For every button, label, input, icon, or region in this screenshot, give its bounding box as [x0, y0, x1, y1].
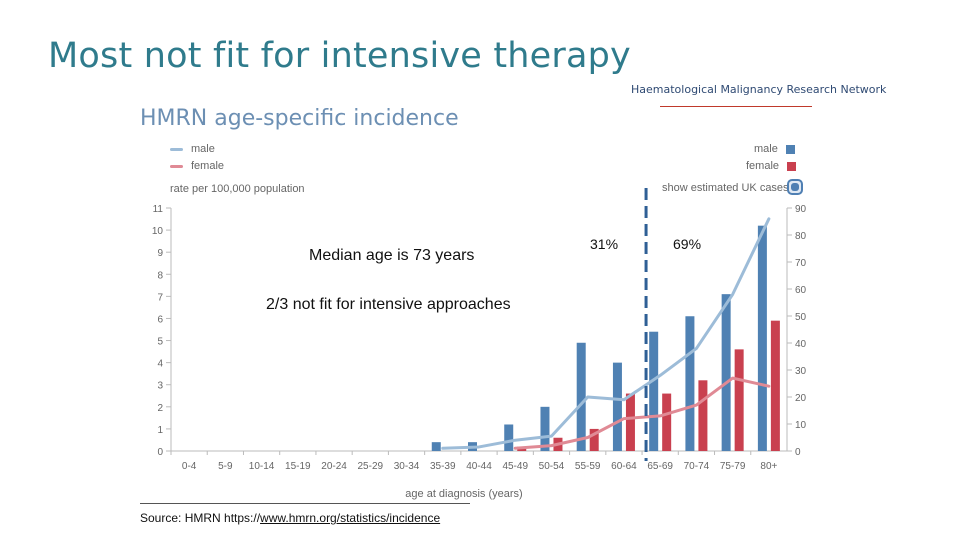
legend-line-female-swatch	[170, 164, 183, 168]
x-tick-label: 40-44	[466, 461, 492, 472]
x-tick-label: 80+	[760, 461, 777, 472]
legend-line-male-swatch	[170, 147, 183, 151]
bar-female-cases	[625, 393, 635, 451]
right-tick-label: 60	[795, 285, 807, 296]
left-percentage: 31%	[590, 236, 619, 252]
left-tick-label: 8	[157, 270, 163, 281]
left-tick-label: 0	[157, 447, 163, 458]
toggle-knob	[791, 183, 799, 191]
legend-line-female[interactable]: female	[170, 160, 224, 172]
left-tick-label: 10	[152, 226, 164, 237]
x-tick-label: 0-4	[182, 461, 197, 472]
left-tick-label: 6	[157, 314, 163, 325]
left-tick-label: 1	[157, 425, 163, 436]
x-tick-label: 20-24	[321, 461, 347, 472]
legend-bar-male-swatch	[785, 144, 795, 154]
org-name: Haematological Malignancy Research Netwo…	[631, 83, 887, 96]
x-tick-label: 50-54	[539, 461, 565, 472]
left-tick-label: 9	[157, 248, 163, 259]
bar-female-cases	[662, 393, 672, 451]
source-link[interactable]: www.hmrn.org/statistics/incidence	[260, 511, 441, 525]
bar-male-cases	[576, 342, 586, 451]
x-tick-label: 35-39	[430, 461, 456, 472]
x-tick-label: 15-19	[285, 461, 311, 472]
bar-male-cases	[504, 424, 514, 451]
left-tick-label: 7	[157, 292, 163, 303]
bar-male-cases	[431, 442, 441, 451]
right-tick-label: 20	[795, 393, 807, 404]
right-tick-label: 80	[795, 231, 807, 242]
source-citation: Source: HMRN https://www.hmrn.org/statis…	[140, 511, 440, 525]
bar-male-cases	[649, 331, 659, 451]
median-age-note: Median age is 73 years	[309, 247, 475, 264]
legend-bar-female[interactable]: female	[746, 160, 797, 172]
right-tick-label: 90	[795, 204, 807, 215]
x-tick-label: 5-9	[218, 461, 233, 472]
x-tick-label: 10-14	[249, 461, 275, 472]
not-fit-note: 2/3 not fit for intensive approaches	[266, 296, 511, 313]
right-tick-label: 40	[795, 339, 807, 350]
line-female-rate	[513, 376, 771, 450]
toggle-label: show estimated UK cases	[662, 182, 789, 194]
bar-male-cases	[685, 316, 695, 451]
slide-title: Most not fit for intensive therapy	[48, 36, 631, 76]
x-tick-label: 25-29	[358, 461, 384, 472]
x-axis-title: age at diagnosis (years)	[405, 488, 522, 500]
legend-bar-female-label: female	[746, 160, 780, 172]
source-rule	[140, 503, 470, 504]
org-underline	[660, 106, 812, 107]
x-tick-label: 65-69	[647, 461, 673, 472]
x-tick-label: 70-74	[684, 461, 710, 472]
bar-male-cases	[612, 362, 622, 451]
uk-cases-toggle[interactable]	[787, 179, 803, 195]
legend-line-male-label: male	[191, 143, 215, 155]
bar-female-cases	[770, 320, 780, 451]
x-tick-label: 60-64	[611, 461, 637, 472]
x-tick-label: 30-34	[394, 461, 420, 472]
left-tick-label: 11	[153, 204, 164, 215]
legend-line-male[interactable]: male	[170, 143, 215, 155]
right-tick-label: 30	[795, 366, 807, 377]
y-axis-label: rate per 100,000 population	[170, 183, 305, 195]
left-tick-label: 3	[157, 381, 163, 392]
right-tick-label: 10	[795, 420, 807, 431]
bar-female-cases	[734, 349, 744, 451]
bar-male-cases	[757, 225, 767, 451]
right-tick-label: 0	[795, 447, 801, 458]
legend-bar-male[interactable]: male	[754, 143, 795, 155]
left-tick-label: 4	[157, 359, 163, 370]
legend-bar-female-swatch	[787, 161, 797, 171]
x-tick-label: 75-79	[720, 461, 746, 472]
right-tick-label: 70	[795, 258, 807, 269]
left-tick-label: 2	[157, 403, 163, 414]
bar-female-cases	[589, 428, 599, 451]
bar-female-cases	[698, 380, 708, 451]
left-tick-label: 5	[157, 337, 163, 348]
legend-line-female-label: female	[191, 160, 225, 172]
right-percentage: 69%	[673, 236, 702, 252]
source-prefix: Source: HMRN https://	[140, 511, 261, 525]
x-tick-label: 45-49	[502, 461, 528, 472]
line-male-rate	[441, 217, 771, 450]
chart-title: HMRN age-specific incidence	[140, 106, 459, 131]
x-tick-label: 55-59	[575, 461, 601, 472]
legend-bar-male-label: male	[754, 143, 778, 155]
right-tick-label: 50	[795, 312, 807, 323]
bar-male-cases	[540, 406, 550, 451]
bar-male-cases	[721, 294, 731, 451]
